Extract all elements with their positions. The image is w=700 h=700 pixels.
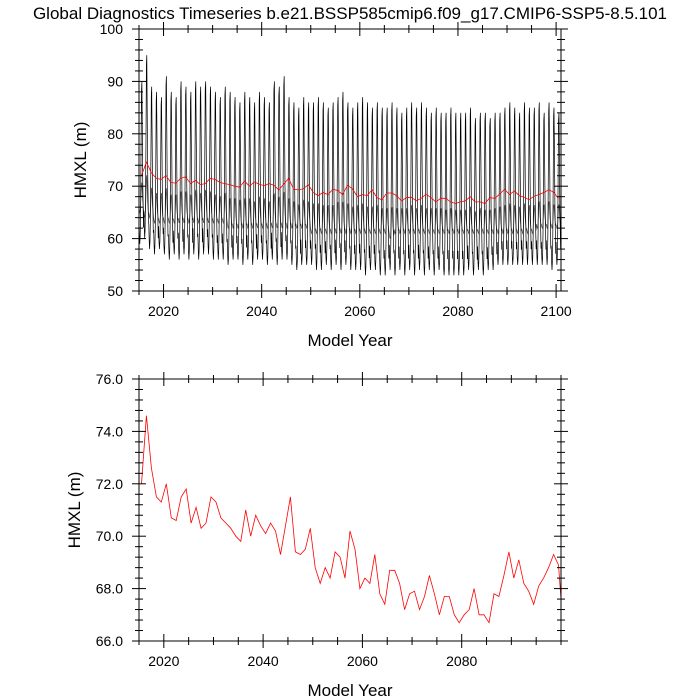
top-y-tick-label: 100: [100, 21, 124, 37]
monthly-series-lines: [138, 55, 561, 276]
annual-mean-panel: 2020 2040 2060 2080 66.0 68.0 70.0 72.0 74.0 76.0…: [65, 371, 568, 700]
top-y-tick-label: 90: [107, 73, 123, 89]
annual-series-lines: [141, 415, 562, 624]
annual-mean-line: [141, 415, 562, 624]
top-axis-ticks: 2020 2040 2060 2080 2100 50 60 70 80 90 100: [100, 21, 572, 319]
top-x-tick-label: 2020: [148, 303, 179, 319]
bottom-y-tick-label: 66.0: [96, 633, 123, 649]
top-x-tick-label: 2080: [442, 303, 473, 319]
bottom-x-tick-label: 2060: [347, 653, 378, 669]
top-plot-frame: [138, 28, 562, 292]
bottom-x-tick-label: 2040: [248, 653, 279, 669]
monthly-series-line: [138, 55, 561, 276]
bottom-axis-ticks: 2020 2040 2060 2080 66.0 68.0 70.0 72.0 74.0 76.0: [96, 371, 568, 669]
bottom-x-tick-label: 2020: [148, 653, 179, 669]
top-y-tick-label: 50: [107, 283, 123, 299]
bottom-y-axis-title: HMXL (m): [65, 472, 84, 549]
monthly-timeseries-panel: 2020 2040 2060 2080 2100 50 60 70 80 90 100 Model …: [71, 21, 572, 350]
bottom-y-tick-label: 74.0: [96, 423, 123, 439]
bottom-x-tick-label: 2080: [446, 653, 477, 669]
bottom-y-tick-label: 76.0: [96, 371, 123, 387]
page-title: Global Diagnostics Timeseries b.e21.BSSP…: [33, 4, 667, 23]
top-x-axis-title: Model Year: [307, 331, 392, 350]
top-y-tick-label: 60: [107, 231, 123, 247]
bottom-plot-frame: [138, 378, 562, 642]
annual-mean-line-top: [141, 161, 559, 204]
bottom-y-tick-label: 70.0: [96, 528, 123, 544]
top-x-tick-label: 2100: [541, 303, 572, 319]
top-y-tick-label: 70: [107, 178, 123, 194]
bottom-y-tick-label: 68.0: [96, 581, 123, 597]
top-y-tick-label: 80: [107, 126, 123, 142]
top-x-tick-label: 2060: [344, 303, 375, 319]
top-x-tick-label: 2040: [246, 303, 277, 319]
bottom-x-axis-title: Model Year: [307, 681, 392, 700]
bottom-y-tick-label: 72.0: [96, 476, 123, 492]
top-y-axis-title: HMXL (m): [71, 122, 90, 199]
